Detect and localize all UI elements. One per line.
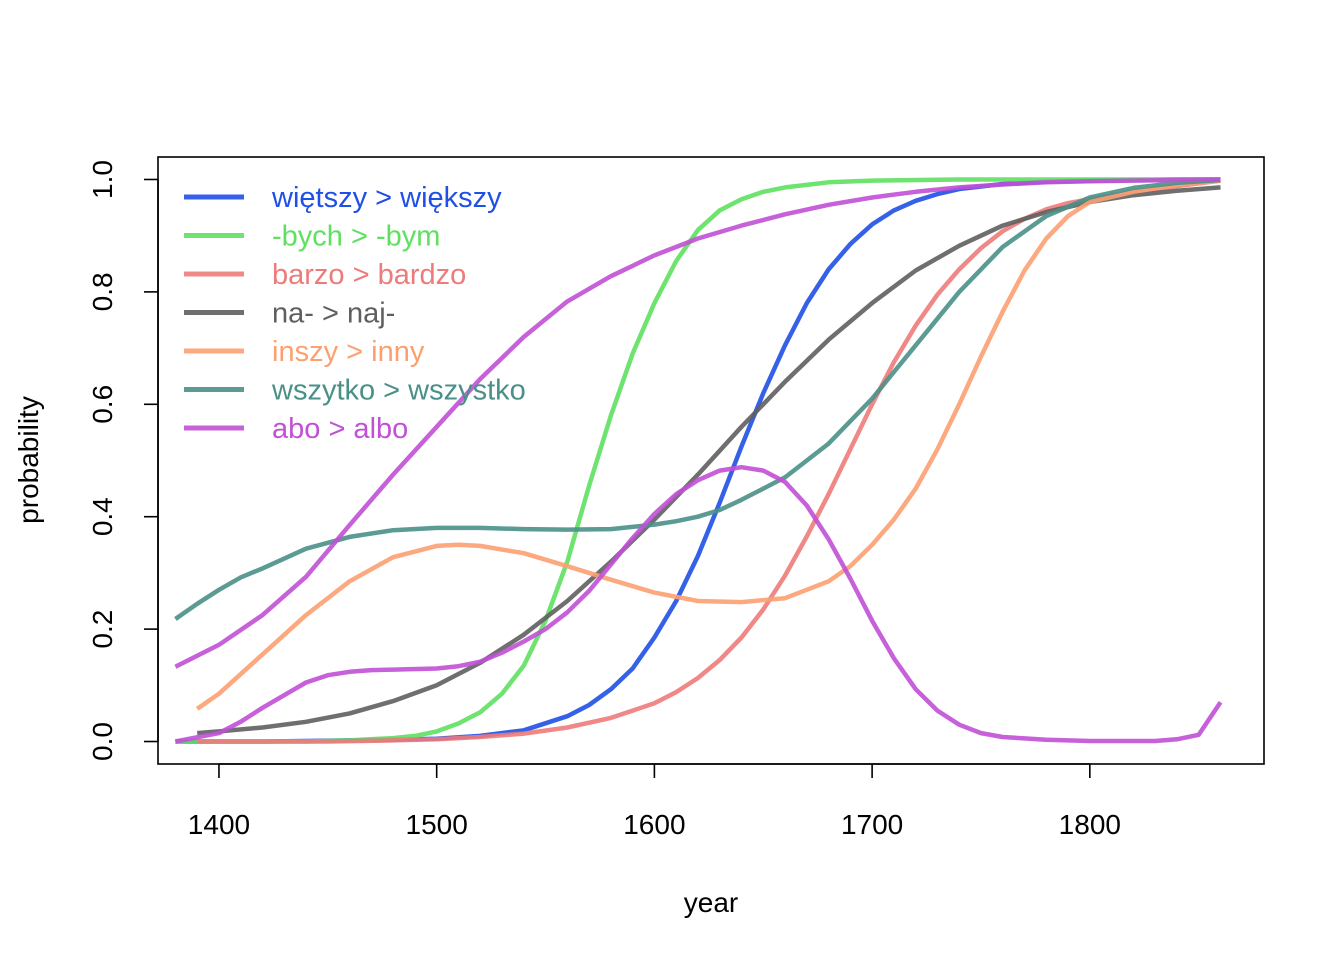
y-axis-title: probability: [13, 396, 44, 524]
series-line-abo-albo: [174, 177, 1221, 669]
x-axis: 1400 1500 1600 1700 1800: [188, 763, 1121, 840]
legend: więtszy > większy -bych > -bym barzo > bar…: [184, 182, 526, 445]
x-tick-label: 1600: [623, 809, 685, 840]
legend-label: abo > albo: [272, 413, 408, 445]
x-tick-label: 1400: [188, 809, 250, 840]
y-tick-label: 0.0: [87, 722, 118, 761]
legend-label: -bych > -bym: [272, 221, 440, 253]
series-line-wszytko-wszystko: [174, 177, 1221, 621]
legend-label: na- > naj-: [272, 298, 395, 330]
series-line-inszy-inny: [195, 178, 1221, 711]
y-axis: 0.0 0.2 0.4 0.6 0.8 1.0: [87, 160, 159, 761]
x-tick-label: 1800: [1059, 809, 1121, 840]
series-line-extra: [174, 464, 1223, 744]
legend-label: wszytko > wszystko: [271, 375, 526, 407]
y-tick-label: 0.4: [87, 497, 118, 536]
y-tick-label: 1.0: [87, 160, 118, 199]
series-lines: [174, 177, 1223, 744]
y-tick-label: 0.6: [87, 385, 118, 424]
y-tick-label: 0.2: [87, 610, 118, 649]
legend-label: barzo > bardzo: [272, 259, 466, 291]
legend-label: więtszy > większy: [271, 182, 502, 214]
y-tick-label: 0.8: [87, 272, 118, 311]
series-line-na-naj-: [197, 185, 1221, 736]
legend-label: inszy > inny: [272, 336, 425, 368]
x-axis-title: year: [684, 887, 738, 918]
x-tick-label: 1700: [841, 809, 903, 840]
x-tick-label: 1500: [406, 809, 468, 840]
